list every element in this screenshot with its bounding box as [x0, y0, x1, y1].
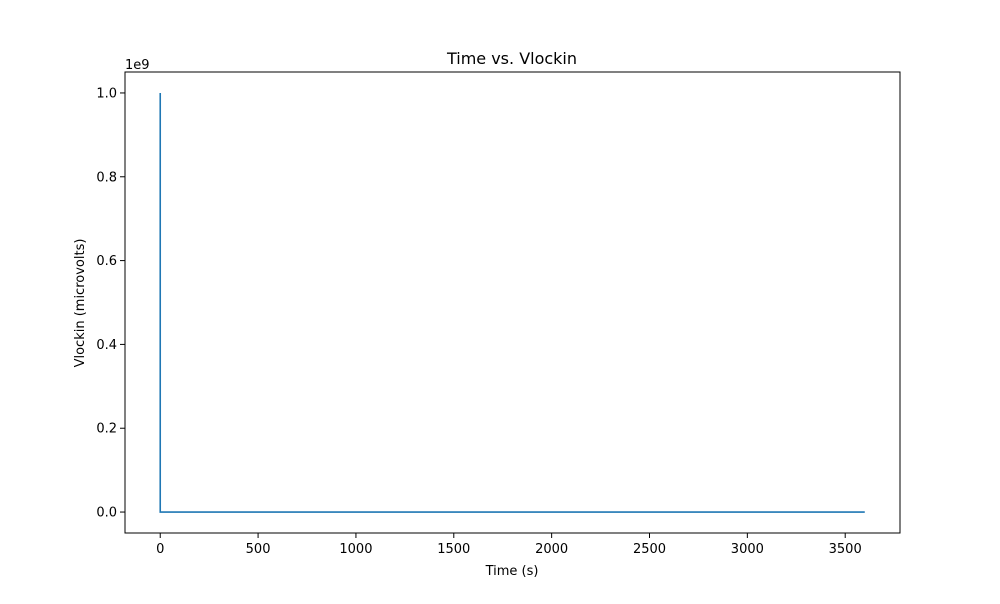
y-tick-label: 0.4	[96, 338, 117, 353]
series-group	[159, 92, 865, 513]
y-axis-ticks: 0.0 0.2 0.4 0.6 0.8 1.0	[96, 86, 125, 521]
x-axis-ticks: 0 500 1000 1500 2000 2500 3000 3500	[156, 533, 862, 557]
x-tick-label: 3000	[731, 542, 764, 557]
y-axis-label: Vlockin (microvolts)	[73, 239, 88, 368]
y-tick-label: 0.8	[96, 170, 117, 185]
y-tick-label: 0.2	[96, 422, 117, 437]
x-tick-label: 1500	[437, 542, 470, 557]
y-axis-offset-label: 1e9	[125, 58, 150, 73]
x-tick-label: 2500	[633, 542, 666, 557]
x-tick-label: 0	[156, 542, 164, 557]
y-tick-label: 1.0	[96, 86, 117, 101]
plot-area-frame	[124, 71, 901, 534]
x-tick-label: 3500	[829, 542, 862, 557]
x-tick-label: 2000	[535, 542, 568, 557]
chart-title: Time vs. Vlockin	[446, 49, 577, 68]
y-tick-label: 0.0	[96, 506, 117, 521]
x-tick-label: 500	[246, 542, 271, 557]
y-tick-label: 0.6	[96, 254, 117, 269]
series-line	[159, 92, 865, 513]
x-axis-label: Time (s)	[485, 564, 539, 579]
x-tick-label: 1000	[339, 542, 372, 557]
